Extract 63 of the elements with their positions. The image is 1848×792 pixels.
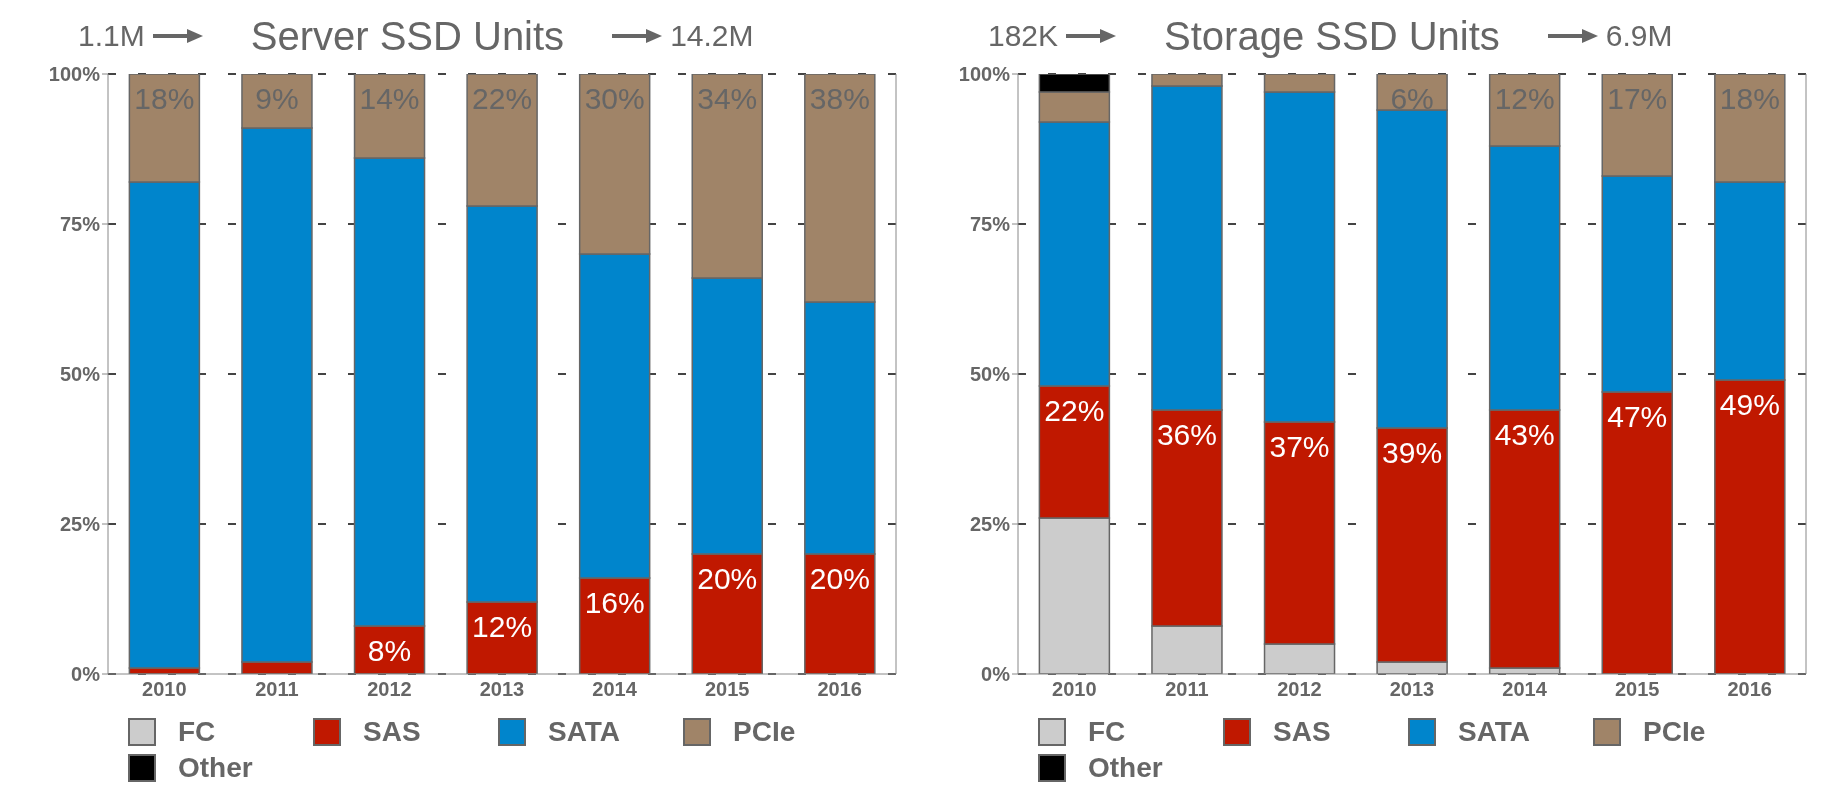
data-label: 18% (134, 82, 195, 116)
x-tick-label: 2010 (142, 678, 187, 701)
data-label: 20% (809, 562, 870, 596)
y-tick-label: 75% (969, 213, 1011, 236)
legend-label: SATA (1458, 716, 1531, 748)
legend-label: Other (1088, 752, 1163, 784)
data-label: 43% (1494, 418, 1555, 452)
x-tick-label: 2012 (367, 678, 412, 701)
legend-label: PCIe (1643, 716, 1706, 748)
chart-title: Storage SSD Units (1164, 13, 1500, 59)
text: 1.1M (78, 19, 145, 53)
chart-title: Server SSD Units (250, 13, 565, 59)
y-tick-label: 0% (981, 663, 1011, 686)
data-label: 20% (697, 562, 758, 596)
y-tick-label: 25% (969, 513, 1011, 536)
data-label: 49% (1719, 388, 1780, 422)
data-label: 12% (472, 610, 533, 644)
data-label: 47% (1607, 400, 1668, 434)
x-tick-label: 2013 (1389, 678, 1435, 701)
x-tick-label: 2014 (1502, 678, 1548, 701)
data-label: 39% (1382, 436, 1443, 470)
x-tick-label: 2016 (1727, 678, 1772, 701)
data-label: 14% (359, 82, 420, 116)
y-tick-label: 100% (48, 63, 101, 86)
y-tick-label: 100% (958, 63, 1011, 86)
data-label: 22% (472, 82, 533, 116)
legend-label: FC (1088, 716, 1126, 748)
data-label: 34% (697, 82, 758, 116)
x-tick-label: 2016 (817, 678, 862, 701)
x-tick-label: 2014 (592, 678, 638, 701)
legend-label: PCIe (733, 716, 796, 748)
x-tick-label: 2015 (704, 678, 750, 701)
x-tick-label: 2011 (255, 678, 299, 701)
data-label: 38% (809, 82, 870, 116)
y-tick-label: 25% (59, 513, 101, 536)
text: 182K (988, 19, 1059, 53)
data-label: 6% (1390, 82, 1434, 116)
x-tick-label: 2012 (1277, 678, 1322, 701)
data-label: 8% (367, 634, 412, 668)
legend-label: SAS (1273, 716, 1331, 748)
x-tick-label: 2010 (1052, 678, 1097, 701)
data-label: 22% (1044, 394, 1105, 428)
data-label: 36% (1156, 418, 1217, 452)
data-label: 16% (584, 586, 645, 620)
data-label: 37% (1269, 430, 1330, 464)
text: 14.2M (670, 19, 754, 53)
data-label: 18% (1719, 82, 1780, 116)
legend-label: SAS (363, 716, 421, 748)
legend-label: FC (178, 716, 216, 748)
data-label: 9% (255, 82, 299, 116)
y-tick-label: 50% (59, 363, 101, 386)
data-label: 17% (1607, 82, 1668, 116)
data-label: 30% (584, 82, 645, 116)
x-tick-label: 2015 (1614, 678, 1660, 701)
x-tick-label: 2013 (479, 678, 525, 701)
y-tick-label: 50% (969, 363, 1011, 386)
legend-label: Other (178, 752, 253, 784)
x-tick-label: 2011 (1165, 678, 1209, 701)
y-tick-label: 0% (71, 663, 101, 686)
data-label: 12% (1494, 82, 1555, 116)
text: 6.9M (1605, 19, 1673, 53)
y-tick-label: 75% (59, 213, 101, 236)
legend-label: SATA (548, 716, 621, 748)
